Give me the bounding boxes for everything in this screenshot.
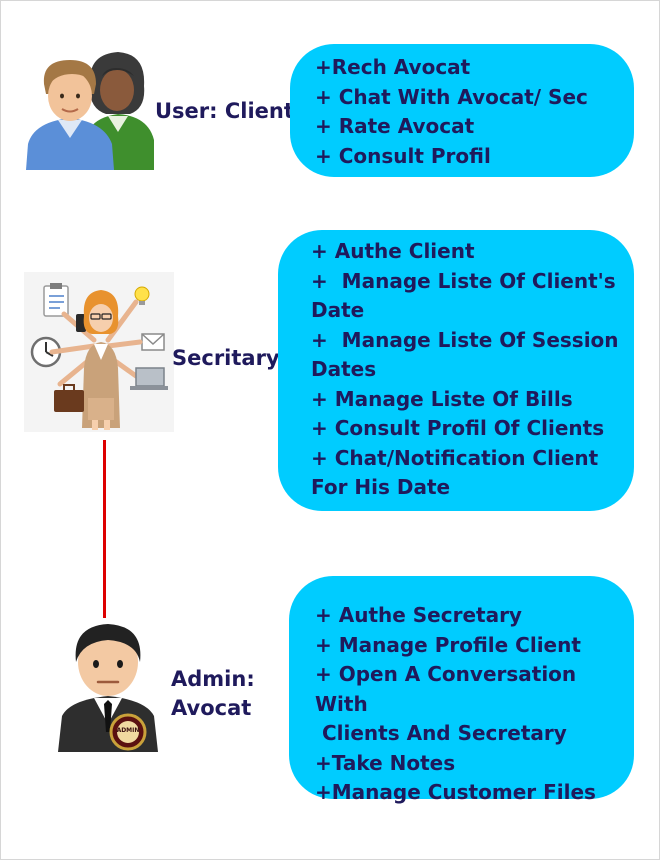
admin-action: +Take Notes: [315, 750, 456, 775]
secretary-action: + Chat/Notification Client: [311, 445, 599, 470]
admin-actions-bubble: + Authe Secretary + Manage Profile Clien…: [289, 576, 634, 804]
role-label-client: User: Client: [155, 99, 294, 123]
admin-businessman-icon: [58, 624, 158, 752]
role-label-admin-line2: Avocat: [171, 696, 252, 720]
role-label-admin: Admin: Avocat: [171, 665, 255, 723]
secretary-action: Date: [311, 298, 365, 322]
role-label-secretary: Secritary: [172, 346, 280, 370]
admin-action: +Manage Customer Files: [315, 780, 596, 804]
admin-action: Clients And Secretary: [315, 721, 567, 745]
client-action: + Chat With Avocat/ Sec: [315, 84, 588, 109]
client-action: + Consult Profil: [315, 143, 491, 168]
client-actions-bubble: +Rech Avocat + Chat With Avocat/ Sec + R…: [290, 44, 634, 177]
secretary-action: For His Date: [311, 475, 451, 499]
multitasking-secretary-icon: [24, 272, 174, 432]
connector-line: [103, 440, 106, 618]
client-action: + Rate Avocat: [315, 114, 475, 138]
admin-action: + Authe Secretary: [315, 603, 522, 627]
client-action: +Rech Avocat: [315, 55, 471, 79]
users-icon: [26, 52, 154, 170]
secretary-action: + Consult Profil Of Clients: [311, 416, 605, 440]
admin-action: + Manage Profile Client: [315, 632, 581, 657]
admin-badge-text: ADMIN: [116, 727, 140, 734]
secretary-action: + Authe Client: [311, 239, 475, 263]
admin-action: + Open A Conversation With: [315, 662, 584, 716]
role-label-admin-line1: Admin:: [171, 667, 255, 691]
secretary-action: + Manage Liste Of Bills: [311, 386, 573, 411]
secretary-actions-bubble: + Authe Client + Manage Liste Of Client'…: [278, 230, 634, 511]
secretary-action: + Manage Liste Of Session: [311, 327, 619, 352]
secretary-action: Dates: [311, 357, 377, 381]
secretary-action: + Manage Liste Of Client's: [311, 268, 616, 293]
